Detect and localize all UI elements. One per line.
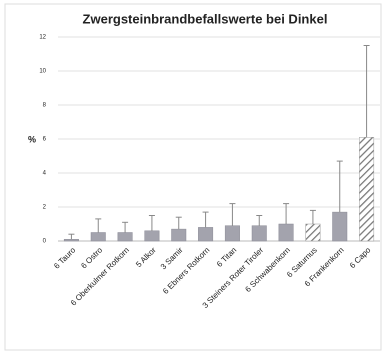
y-tick-label: 8 [43, 103, 47, 109]
x-tick-label: 6 Ebners Rotkorn [161, 246, 211, 296]
bar [117, 232, 133, 242]
x-tick-label: 6 Titan [215, 246, 238, 269]
bar [90, 232, 106, 242]
x-tick-label: 6 Capo [348, 245, 373, 270]
y-tick-label: 2 [43, 205, 47, 211]
bar [359, 137, 375, 242]
bar [198, 227, 214, 242]
bar [332, 211, 348, 242]
bar [224, 225, 240, 242]
bar [171, 228, 187, 242]
x-tick-label: 6 Tauro [52, 245, 78, 271]
bar [144, 230, 160, 242]
y-axis-label: % [28, 134, 36, 144]
y-tick-label: 10 [39, 69, 46, 75]
y-tick-label: 4 [43, 171, 47, 177]
chart-title: Zwergsteinbrandbefallswerte bei Dinkel [83, 11, 328, 26]
y-tick-label: 0 [43, 239, 47, 245]
bar [305, 223, 321, 242]
y-tick-label: 12 [39, 35, 46, 41]
bar [251, 225, 267, 242]
y-tick-label: 6 [43, 137, 47, 143]
bar [63, 239, 79, 242]
chart-frame [4, 3, 382, 351]
x-tick-label: 6 Ostro [79, 245, 104, 270]
x-tick-label: 5 Alkor [134, 245, 158, 269]
bar [278, 223, 294, 242]
x-tick-label: 3 Samir [159, 245, 185, 271]
